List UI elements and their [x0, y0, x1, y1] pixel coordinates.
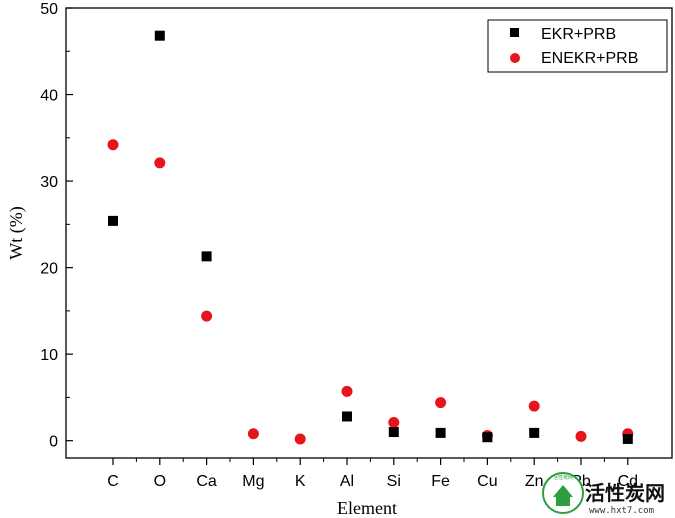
data-point-square: [622, 433, 633, 444]
data-point-circle: [388, 417, 400, 429]
plot-frame: [65, 7, 673, 459]
data-point-square: [482, 432, 493, 443]
x-tick-label: C: [107, 473, 119, 490]
data-point-square: [388, 427, 399, 438]
data-point-square: [108, 215, 118, 226]
x-tick-label: Fe: [431, 473, 450, 490]
x-tick-label: Cu: [477, 473, 497, 490]
data-point-circle: [247, 428, 259, 440]
data-point-circle: [435, 397, 447, 409]
svg-text:活性炭网: 活性炭网: [553, 474, 573, 481]
data-point-square: [201, 251, 212, 262]
x-tick-label: Si: [387, 473, 401, 490]
data-point-square: [154, 30, 165, 41]
x-tick-label: Al: [340, 473, 354, 490]
x-axis-title: Element: [337, 498, 397, 518]
x-tick-label: Zn: [525, 473, 544, 490]
data-point-circle: [575, 430, 587, 442]
x-tick-label: O: [154, 473, 166, 490]
data-point-circle: [154, 157, 166, 169]
y-axis-ticks: 0 10 20 30 40 50: [40, 1, 73, 451]
y-axis-title: Wt (%): [6, 206, 27, 259]
legend-marker-ekr-prb: [510, 28, 519, 37]
series-ekr-prb: [108, 30, 633, 444]
y-tick-label: 20: [40, 261, 58, 278]
y-tick-label: 40: [40, 88, 58, 105]
watermark-url: www.hxt7.com: [589, 506, 654, 516]
data-point-circle: [201, 310, 213, 322]
data-point-circle: [107, 139, 119, 151]
y-tick-label: 50: [40, 1, 58, 18]
y-tick-label: 0: [49, 434, 58, 451]
legend-label-enekr-prb: ENEKR+PRB: [541, 50, 638, 67]
y-tick-label: 30: [40, 174, 58, 191]
x-axis-ticks: C O Ca Mg K Al Si Fe Cu Zn Pb Cd: [107, 458, 638, 490]
legend: EKR+PRB ENEKR+PRB: [487, 19, 668, 73]
data-point-square: [342, 411, 352, 422]
data-series: [107, 30, 634, 445]
x-tick-label: Ca: [196, 473, 217, 490]
data-point-square: [529, 427, 540, 438]
series-enekr-prb: [107, 139, 634, 445]
y-tick-label: 10: [40, 347, 58, 364]
watermark: 活性炭网 活性炭网 www.hxt7.com: [542, 472, 665, 516]
data-point-circle: [341, 385, 353, 397]
legend-label-ekr-prb: EKR+PRB: [541, 26, 616, 43]
x-tick-label: Mg: [242, 473, 264, 490]
data-point-square: [435, 427, 446, 438]
data-point-circle: [294, 433, 306, 445]
x-tick-label: Cd: [618, 473, 638, 490]
plot-axes: [65, 7, 673, 459]
x-tick-label: K: [295, 473, 306, 490]
legend-marker-enekr-prb: [510, 53, 520, 63]
watermark-logo-icon: 活性炭网: [542, 472, 584, 514]
watermark-text: 活性炭网: [585, 481, 665, 505]
data-point-circle: [528, 400, 540, 412]
